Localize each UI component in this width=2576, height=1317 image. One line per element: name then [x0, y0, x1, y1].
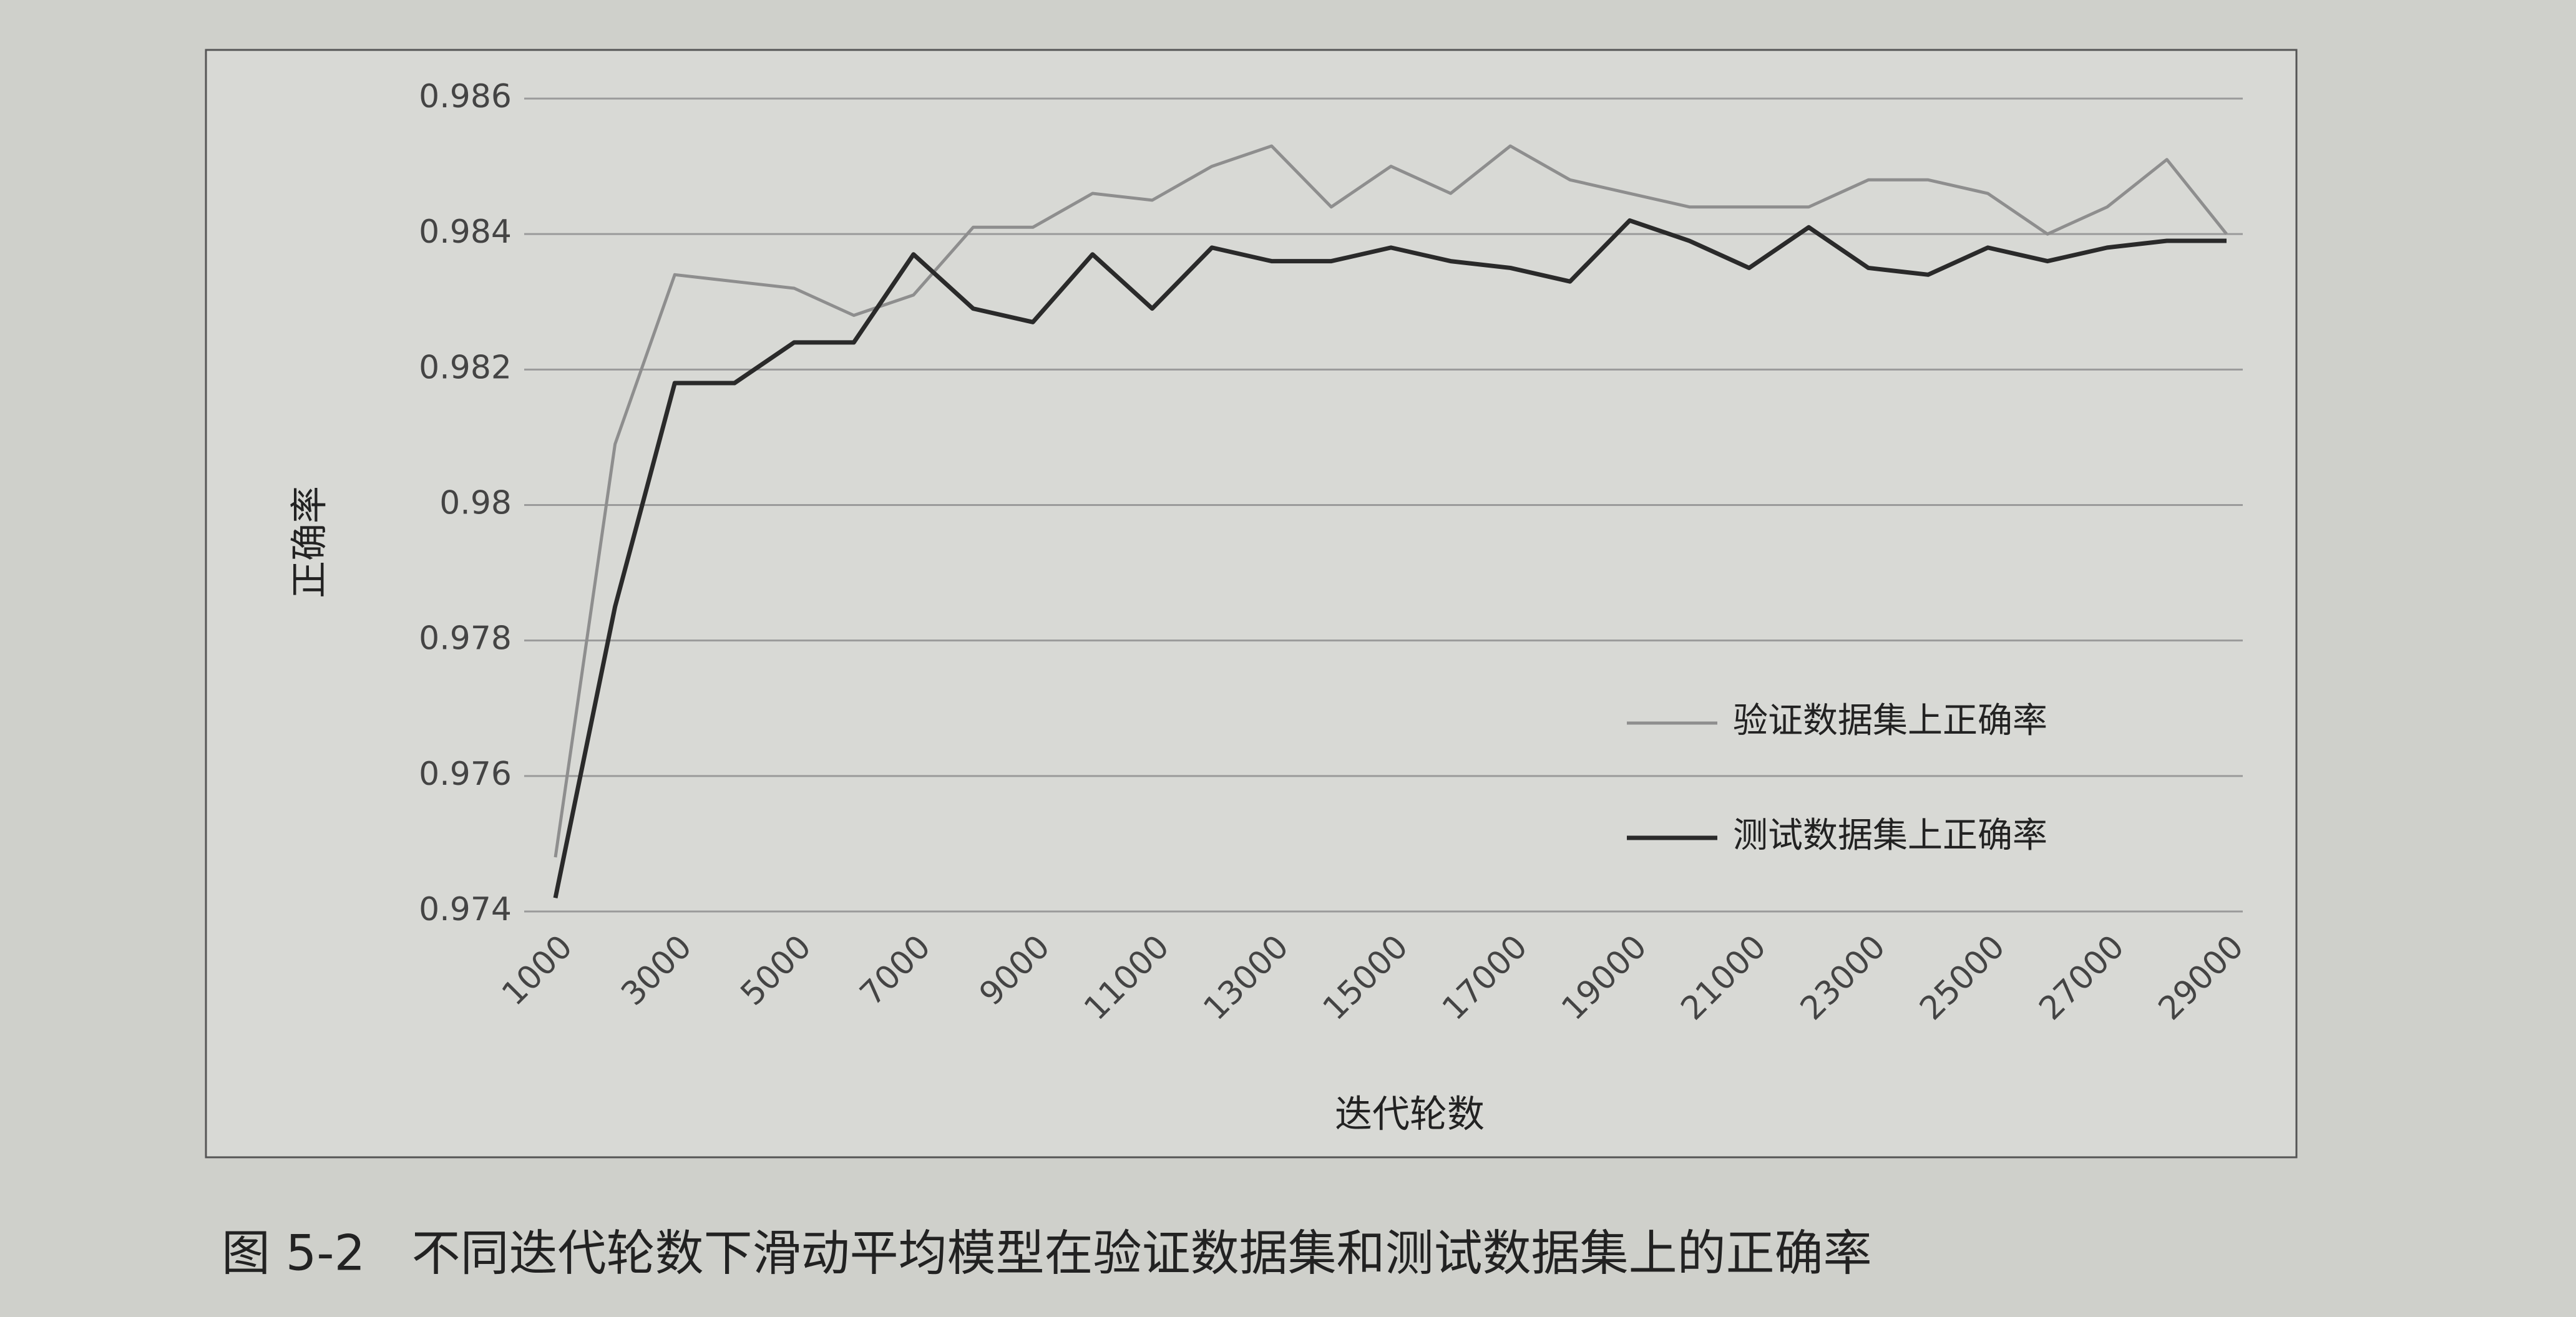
legend-label: 验证数据集上正确率: [1733, 701, 2047, 741]
y-tick-label: 0.98: [439, 485, 512, 522]
y-tick-label: 0.976: [419, 756, 512, 793]
y-tick-label: 0.978: [419, 620, 512, 658]
legend-label: 测试数据集上正确率: [1733, 815, 2047, 856]
y-tick-label: 0.982: [419, 349, 512, 386]
y-tick-label: 0.984: [419, 213, 512, 251]
y-tick-label: 0.974: [419, 891, 512, 928]
figure-caption: 图 5-2 不同迭代轮数下滑动平均模型在验证数据集和测试数据集上的正确率: [222, 1225, 1872, 1281]
series-line: [554, 144, 2228, 858]
series-line: [553, 218, 2227, 898]
y-axis-title: 正确率: [288, 486, 332, 598]
y-tick-label: 0.986: [419, 78, 512, 115]
x-axis-title: 迭代轮数: [1335, 1093, 1485, 1137]
